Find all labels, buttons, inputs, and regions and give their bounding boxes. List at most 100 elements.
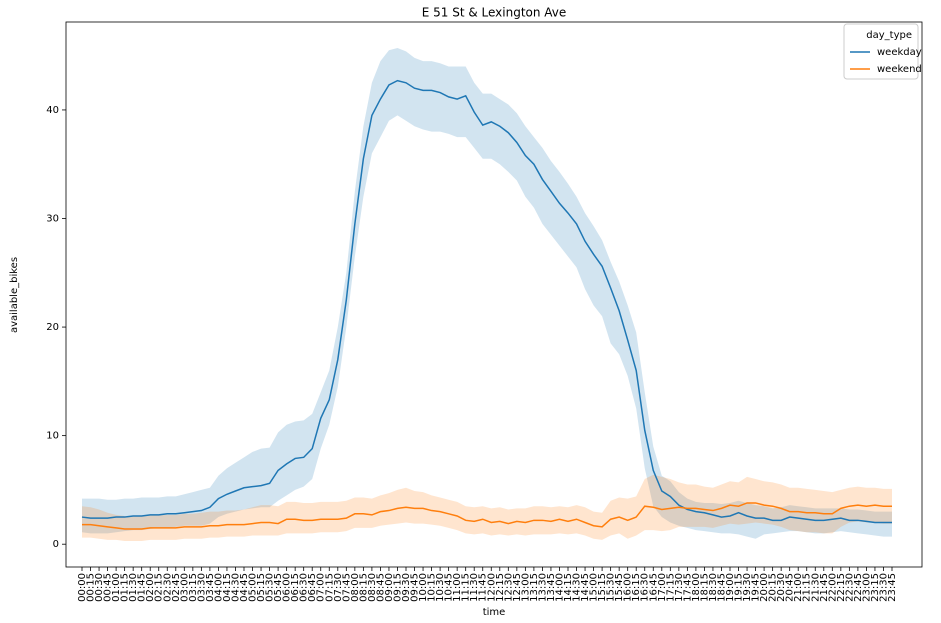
x-tick-label: 11:30 — [469, 573, 480, 602]
x-tick-label: 17:00 — [657, 573, 668, 602]
legend-label: weekday — [877, 47, 922, 58]
x-tick-label: 07:15 — [324, 573, 335, 602]
x-tick-label: 02:15 — [154, 573, 165, 602]
x-tick-label: 08:00 — [350, 573, 361, 602]
x-tick-label: 16:00 — [623, 573, 634, 602]
x-tick-label: 12:45 — [512, 573, 523, 602]
x-tick-label: 14:45 — [580, 573, 591, 602]
x-tick-label: 15:45 — [614, 573, 625, 602]
x-tick-label: 22:15 — [836, 573, 847, 602]
confidence-band — [82, 474, 892, 541]
x-tick-label: 06:00 — [282, 573, 293, 602]
x-tick-label: 01:30 — [128, 573, 139, 602]
confidence-band — [82, 48, 892, 539]
x-tick-label: 18:45 — [716, 573, 727, 602]
x-tick-label: 00:00 — [77, 573, 88, 602]
data-line — [81, 79, 892, 524]
x-tick-label: 00:30 — [94, 573, 105, 602]
x-tick-label: 19:00 — [725, 573, 736, 602]
x-tick-label: 05:30 — [265, 573, 276, 602]
x-tick-label: 08:30 — [367, 573, 378, 602]
x-tick-label: 23:00 — [861, 573, 872, 602]
x-tick-label: 04:15 — [222, 573, 233, 602]
x-tick-label: 01:45 — [137, 573, 148, 602]
x-tick-label: 05:15 — [256, 573, 267, 602]
x-tick-label: 04:45 — [239, 573, 250, 602]
x-tick-label: 20:00 — [759, 573, 770, 602]
x-tick-label: 18:15 — [699, 573, 710, 602]
x-tick-label: 09:15 — [392, 573, 403, 602]
x-tick-label: 20:30 — [776, 573, 787, 602]
x-tick-label: 16:45 — [648, 573, 659, 602]
x-tick-label: 01:00 — [111, 573, 122, 602]
x-tick-label: 10:15 — [427, 573, 438, 602]
x-tick-label: 07:45 — [341, 573, 352, 602]
x-tick-label: 13:45 — [546, 573, 557, 602]
x-tick-label: 06:45 — [307, 573, 318, 602]
x-tick-label: 07:00 — [316, 573, 327, 602]
x-tick-label: 08:15 — [358, 573, 369, 602]
x-tick-label: 20:15 — [768, 573, 779, 602]
x-tick-label: 02:30 — [162, 573, 173, 602]
x-tick-label: 14:15 — [563, 573, 574, 602]
x-tick-label: 17:30 — [674, 573, 685, 602]
x-tick-label: 09:45 — [410, 573, 421, 602]
plot-area — [65, 21, 923, 568]
x-tick-label: 01:15 — [120, 573, 131, 602]
x-tick-label: 21:00 — [793, 573, 804, 602]
x-tick-label: 16:30 — [640, 573, 651, 602]
x-tick-label: 22:30 — [844, 573, 855, 602]
legend-label: weekend — [877, 64, 922, 75]
legend-box — [843, 23, 919, 80]
y-tick-label: 10 — [46, 431, 59, 442]
x-tick-label: 19:45 — [751, 573, 762, 602]
y-axis-label: available_bikes — [9, 257, 20, 333]
x-tick-label: 02:45 — [171, 573, 182, 602]
x-tick-label: 10:45 — [444, 573, 455, 602]
x-tick-label: 23:30 — [878, 573, 889, 602]
x-tick-label: 22:00 — [827, 573, 838, 602]
legend-title: day_type — [866, 30, 912, 41]
x-tick-label: 09:30 — [401, 573, 412, 602]
y-tick-label: 40 — [46, 105, 59, 116]
x-tick-label: 10:00 — [418, 573, 429, 602]
x-tick-label: 18:00 — [691, 573, 702, 602]
x-tick-label: 21:15 — [802, 573, 813, 602]
x-tick-label: 08:45 — [375, 573, 386, 602]
x-tick-label: 03:45 — [205, 573, 216, 602]
x-tick-label: 07:30 — [333, 573, 344, 602]
x-tick-label: 23:15 — [870, 573, 881, 602]
x-tick-label: 03:30 — [196, 573, 207, 602]
x-tick-label: 05:00 — [248, 573, 259, 602]
x-tick-label: 10:30 — [435, 573, 446, 602]
x-tick-label: 00:15 — [86, 573, 97, 602]
x-tick-label: 22:45 — [853, 573, 864, 602]
x-tick-label: 21:45 — [819, 573, 830, 602]
x-tick-label: 00:45 — [103, 573, 114, 602]
x-tick-label: 04:00 — [213, 573, 224, 602]
x-tick-label: 19:30 — [742, 573, 753, 602]
x-tick-label: 16:15 — [631, 573, 642, 602]
chart-title: E 51 St & Lexington Ave — [422, 6, 567, 20]
x-tick-label: 20:45 — [785, 573, 796, 602]
data-line — [82, 502, 892, 530]
x-tick-label: 09:00 — [384, 573, 395, 602]
y-tick-label: 20 — [46, 322, 59, 333]
x-tick-label: 11:45 — [478, 573, 489, 602]
x-tick-label: 19:15 — [734, 573, 745, 602]
x-tick-label: 06:30 — [299, 573, 310, 602]
x-tick-label: 15:15 — [597, 573, 608, 602]
x-tick-label: 17:45 — [682, 573, 693, 602]
x-tick-label: 02:00 — [145, 573, 156, 602]
x-tick-label: 14:30 — [572, 573, 583, 602]
x-tick-label: 18:30 — [708, 573, 719, 602]
x-tick-label: 13:30 — [537, 573, 548, 602]
x-tick-label: 23:45 — [887, 573, 898, 602]
y-tick-label: 30 — [46, 214, 59, 225]
x-tick-label: 13:15 — [529, 573, 540, 602]
x-tick-label: 11:15 — [461, 573, 472, 602]
x-tick-label: 14:00 — [554, 573, 565, 602]
x-tick-label: 04:30 — [230, 573, 241, 602]
x-tick-label: 17:15 — [665, 573, 676, 602]
